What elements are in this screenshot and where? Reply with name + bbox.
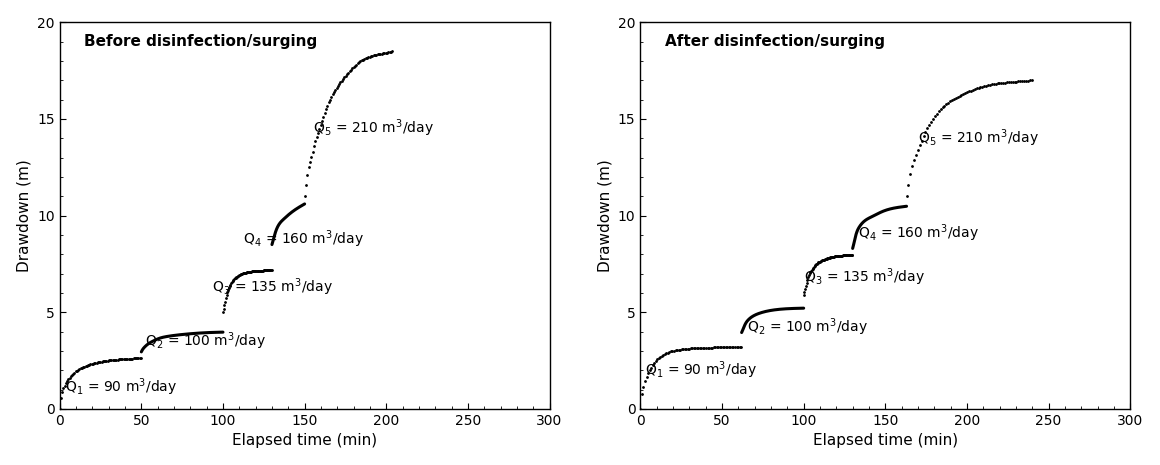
Text: Q$_2$ = 100 m$^3$/day: Q$_2$ = 100 m$^3$/day [747,317,868,339]
X-axis label: Elapsed time (min): Elapsed time (min) [813,433,958,448]
X-axis label: Elapsed time (min): Elapsed time (min) [232,433,377,448]
Text: Q$_2$ = 100 m$^3$/day: Q$_2$ = 100 m$^3$/day [145,331,266,352]
Text: Q$_5$ = 210 m$^3$/day: Q$_5$ = 210 m$^3$/day [313,118,434,140]
Text: Q$_4$ = 160 m$^3$/day: Q$_4$ = 160 m$^3$/day [242,228,363,250]
Text: Before disinfection/surging: Before disinfection/surging [85,34,318,49]
Text: Q$_1$ = 90 m$^3$/day: Q$_1$ = 90 m$^3$/day [645,359,757,381]
Text: Q$_3$ = 135 m$^3$/day: Q$_3$ = 135 m$^3$/day [804,266,925,288]
Text: After disinfection/surging: After disinfection/surging [665,34,885,49]
Y-axis label: Drawdown (m): Drawdown (m) [16,159,31,272]
Y-axis label: Drawdown (m): Drawdown (m) [597,159,612,272]
Text: Q$_3$ = 135 m$^3$/day: Q$_3$ = 135 m$^3$/day [211,276,333,298]
Text: Q$_5$ = 210 m$^3$/day: Q$_5$ = 210 m$^3$/day [918,127,1039,149]
Text: Q$_1$ = 90 m$^3$/day: Q$_1$ = 90 m$^3$/day [65,377,176,399]
Text: Q$_4$ = 160 m$^3$/day: Q$_4$ = 160 m$^3$/day [857,222,979,244]
